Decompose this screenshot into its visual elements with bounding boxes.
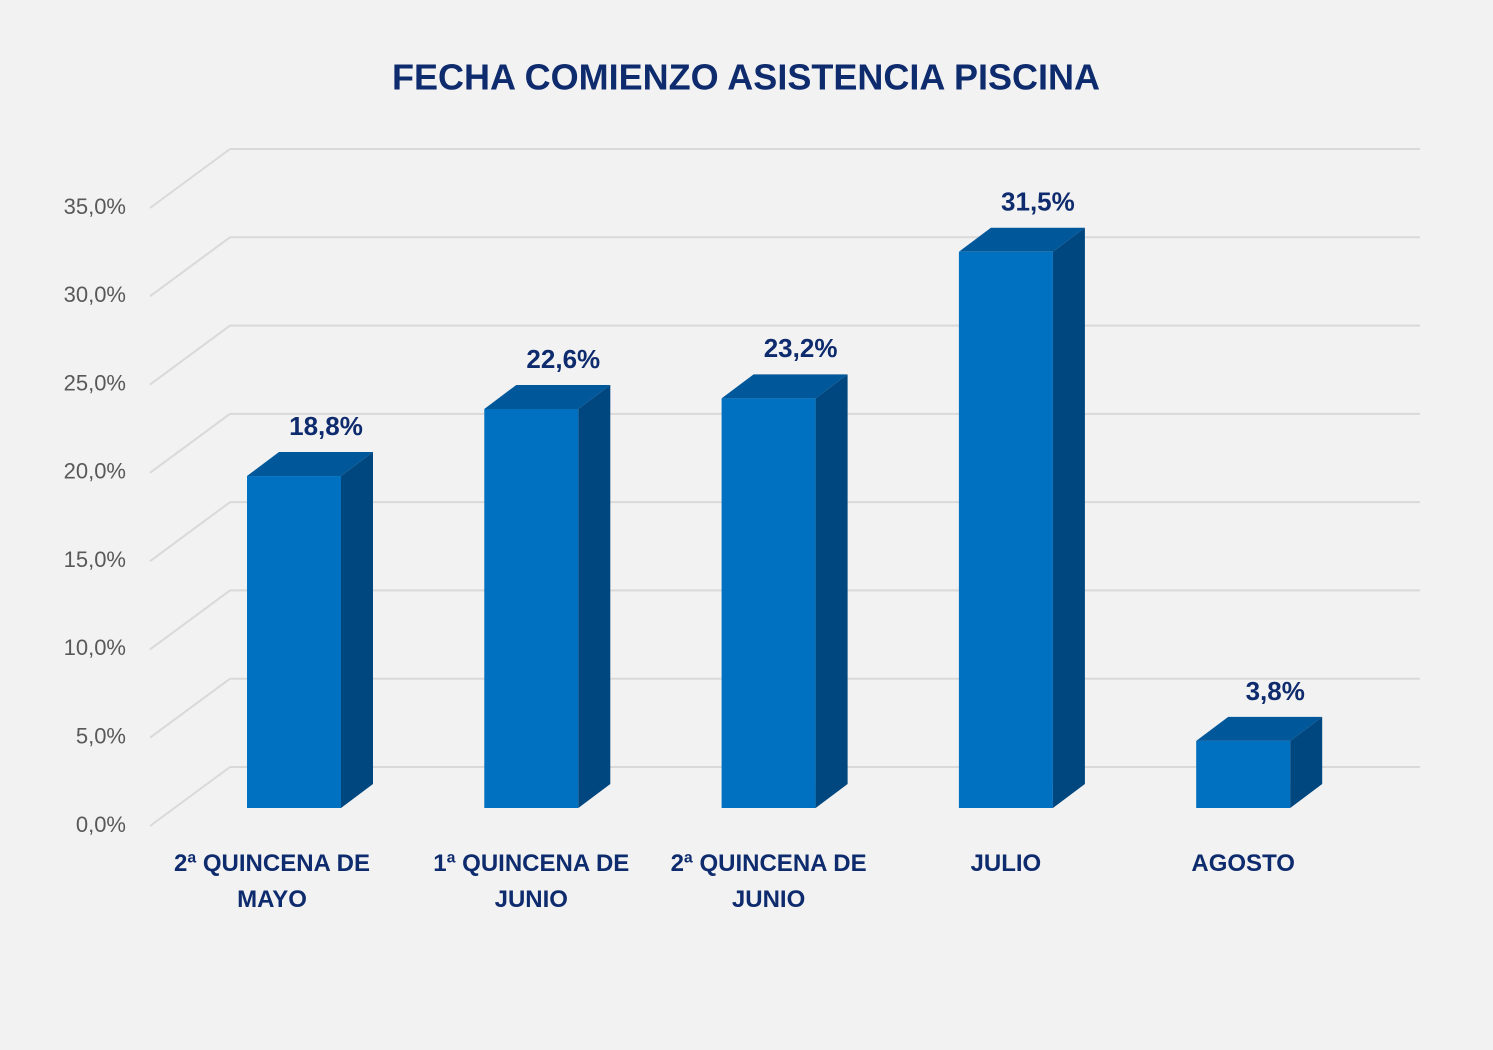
bar-top: [484, 384, 611, 409]
bar-side: [1052, 227, 1085, 809]
bar-side: [815, 374, 848, 808]
value-label: 3,8%: [1246, 676, 1305, 706]
grid-line: [149, 148, 231, 209]
y-tick-label: 0,0%: [76, 812, 126, 837]
grid-line: [149, 413, 231, 474]
grid-line: [149, 236, 231, 298]
y-tick-label: 10,0%: [64, 635, 126, 660]
bar: [721, 398, 816, 808]
bar-top: [721, 374, 848, 399]
y-tick-label: 35,0%: [64, 194, 126, 219]
x-tick-label: 1ª QUINCENA DE JUNIO: [433, 850, 630, 913]
x-tick-label: JULIO: [970, 850, 1042, 877]
value-label: 22,6%: [526, 344, 600, 374]
x-tick-label: AGOSTO: [1191, 850, 1295, 877]
bar-top: [1196, 716, 1323, 741]
y-tick-label: 30,0%: [64, 282, 126, 307]
value-label: 31,5%: [1001, 187, 1075, 217]
y-tick-label: 20,0%: [64, 459, 126, 484]
grid-line: [149, 677, 231, 739]
grid-line: [149, 324, 231, 386]
value-label: 18,8%: [289, 411, 363, 441]
bar: [1196, 740, 1291, 808]
value-label: 23,2%: [764, 333, 838, 363]
y-tick-label: 25,0%: [64, 370, 126, 395]
x-tick-label: 2ª QUINCENA DE JUNIO: [670, 850, 867, 913]
y-tick-label: 15,0%: [64, 547, 126, 572]
y-tick-label: 5,0%: [76, 724, 126, 749]
bar-top: [247, 452, 373, 477]
grid-line: [149, 766, 231, 827]
bar-side: [1290, 716, 1323, 808]
bar-top: [958, 227, 1085, 252]
x-tick-label: 2ª QUINCENA DE MAYO: [173, 850, 371, 913]
grid-line: [149, 589, 231, 651]
bar-side: [341, 452, 373, 808]
chart-title: FECHA COMIENZO ASISTENCIA PISCINA: [392, 57, 1100, 98]
bar: [484, 408, 579, 808]
bar-side: [578, 384, 611, 808]
bar: [958, 251, 1053, 809]
bar: [247, 476, 341, 808]
grid-line: [149, 501, 231, 562]
